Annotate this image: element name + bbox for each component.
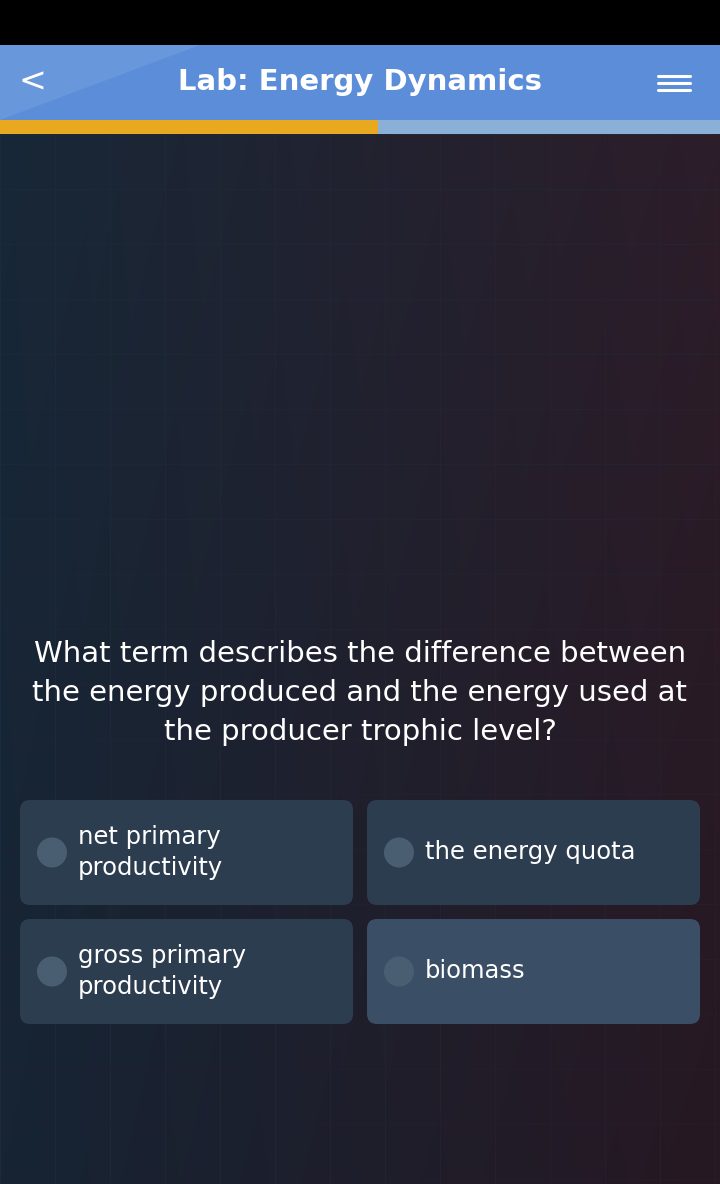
Circle shape: [384, 837, 414, 868]
Text: Lab: Energy Dynamics: Lab: Energy Dynamics: [178, 69, 542, 97]
FancyBboxPatch shape: [367, 919, 700, 1024]
FancyBboxPatch shape: [0, 45, 720, 120]
Text: net primary
productivity: net primary productivity: [78, 825, 223, 880]
Circle shape: [37, 837, 67, 868]
Text: gross primary
productivity: gross primary productivity: [78, 944, 246, 999]
FancyBboxPatch shape: [0, 120, 378, 134]
Text: What term describes the difference between
the energy produced and the energy us: What term describes the difference betwe…: [32, 641, 688, 746]
FancyBboxPatch shape: [20, 800, 353, 905]
Text: biomass: biomass: [425, 959, 526, 984]
Circle shape: [37, 957, 67, 986]
FancyBboxPatch shape: [0, 120, 720, 134]
FancyBboxPatch shape: [20, 919, 353, 1024]
FancyBboxPatch shape: [0, 0, 720, 45]
FancyBboxPatch shape: [367, 800, 700, 905]
Text: the energy quota: the energy quota: [425, 841, 636, 864]
Polygon shape: [0, 45, 200, 120]
Text: <: <: [18, 66, 46, 99]
Circle shape: [384, 957, 414, 986]
